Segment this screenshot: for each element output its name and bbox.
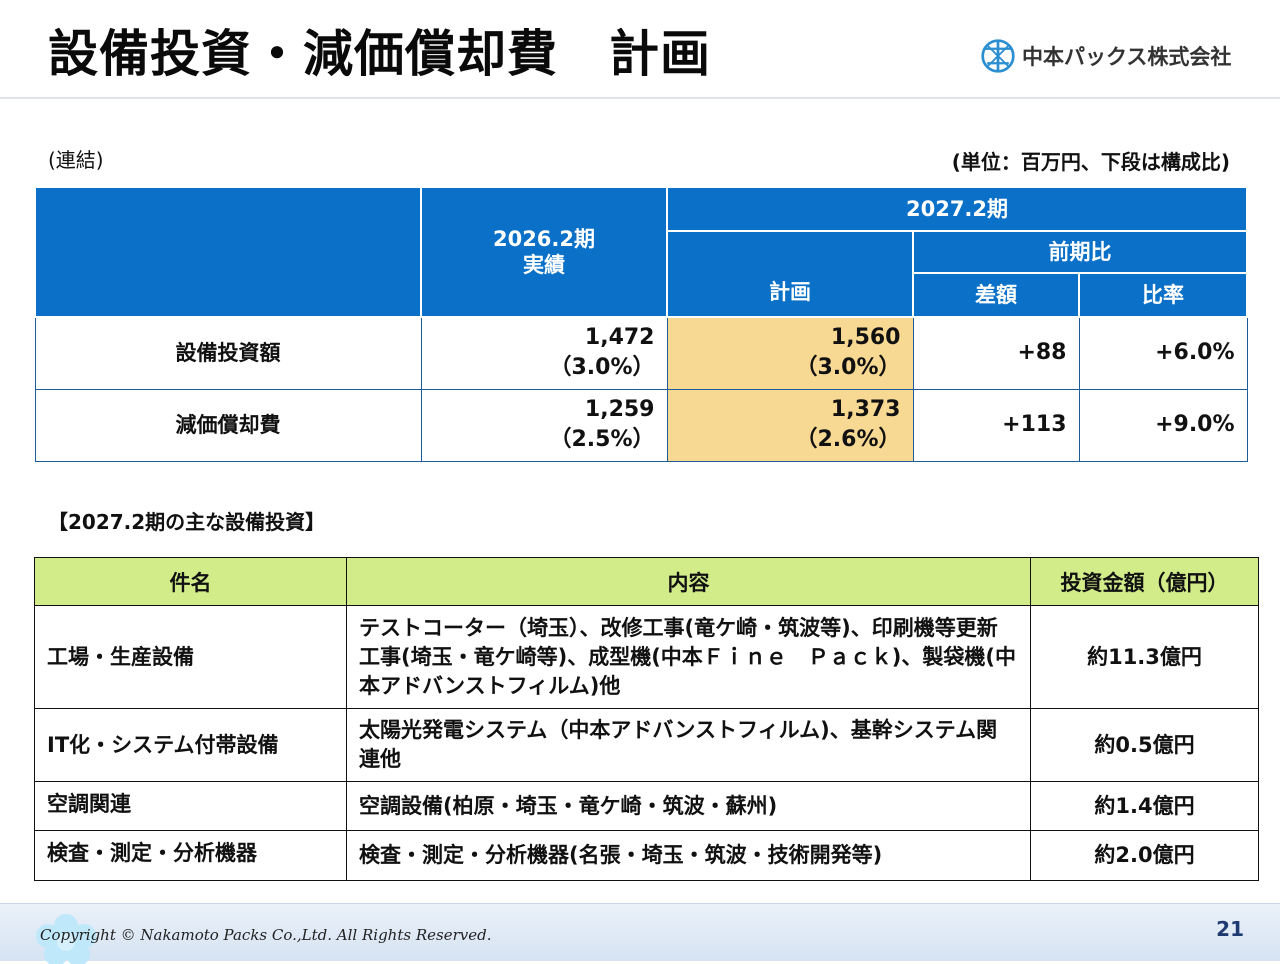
company-logo: 中本パックス株式会社 [980, 36, 1231, 76]
header-content: 内容 [346, 557, 1031, 606]
header-yoy: 前期比 [911, 230, 1249, 274]
item-amount: 約2.0億円 [1030, 830, 1259, 881]
company-logo-icon [981, 39, 1015, 73]
header-diff: 差額 [912, 272, 1080, 318]
item-amount: 約1.4億円 [1030, 781, 1259, 831]
scope-note: (連結) [48, 148, 104, 172]
plan-share: （3.0%） [795, 355, 901, 381]
row-label: 減価償却費 [34, 388, 422, 462]
capex-depreciation-table: 2026.2期 実績 2027.2期 計画 前期比 差額 比率 設備投資額 1,… [34, 186, 1249, 462]
header-blank-cell [34, 186, 422, 318]
actual-share: （3.0%） [549, 355, 655, 381]
actual-value: 1,259 [584, 397, 655, 422]
item-name: 空調関連 [34, 781, 347, 831]
item-content: 太陽光発電システム（中本アドバンストフィルム)、基幹システム関連他 [346, 708, 1031, 782]
plan-cell: 1,373 （2.6%） [666, 388, 914, 462]
table-row: 設備投資額 1,472 （3.0%） 1,560 （3.0%） +88 +6.0… [34, 316, 1248, 390]
footer: Copyright © Nakamoto Packs Co.,Ltd. All … [0, 903, 1280, 964]
header-name: 件名 [34, 557, 347, 606]
plan-value: 1,560 [830, 325, 901, 351]
row-label: 設備投資額 [34, 316, 422, 390]
actual-value: 1,472 [584, 325, 655, 351]
item-content: 空調設備(柏原・埼玉・竜ケ崎・筑波・蘇州) [346, 781, 1031, 831]
header-plan-period: 2027.2期 [665, 186, 1249, 232]
actual-share: （2.5%） [549, 427, 655, 452]
unit-note: (単位：百万円、下段は構成比) [951, 150, 1230, 174]
diff-value: +88 [912, 316, 1080, 390]
ratio-value: +9.0% [1078, 388, 1248, 462]
item-content: テストコーター（埼玉）、改修工事(竜ケ崎・筑波等)、印刷機等更新工事(埼玉・竜ケ… [346, 605, 1031, 709]
item-name: IT化・システム付帯設備 [34, 708, 347, 782]
plan-value: 1,373 [830, 397, 901, 422]
header-plan: 計画 [666, 230, 914, 318]
page-title: 設備投資・減価償却費 計画 [48, 25, 711, 83]
item-amount: 約11.3億円 [1030, 605, 1259, 709]
actual-cell: 1,472 （3.0%） [420, 316, 668, 390]
ratio-value: +6.0% [1078, 316, 1248, 390]
plan-cell: 1,560 （3.0%） [666, 316, 914, 390]
header-divider [0, 97, 1280, 99]
header-ratio: 比率 [1077, 272, 1249, 318]
header-amount: 投資金額（億円） [1030, 557, 1259, 606]
item-name: 工場・生産設備 [34, 605, 347, 709]
section-title: 【2027.2期の主な設備投資】 [48, 510, 326, 534]
table-row: 検査・測定・分析機器 検査・測定・分析機器(名張・埼玉・筑波・技術開発等) 約2… [34, 830, 1259, 881]
plan-share: （2.6%） [795, 427, 901, 452]
diff-value: +113 [912, 388, 1080, 462]
header-actual-label: 実績 [523, 253, 565, 277]
flower-decoration-icon [36, 914, 96, 964]
header-actual-period: 2026.2期 [492, 227, 596, 251]
table-row: 空調関連 空調設備(柏原・埼玉・竜ケ崎・筑波・蘇州) 約1.4億円 [34, 781, 1259, 831]
item-name: 検査・測定・分析機器 [34, 830, 347, 881]
actual-cell: 1,259 （2.5%） [420, 388, 668, 462]
company-name: 中本パックス株式会社 [1022, 45, 1232, 69]
item-amount: 約0.5億円 [1030, 708, 1259, 782]
table-row: 工場・生産設備 テストコーター（埼玉）、改修工事(竜ケ崎・筑波等)、印刷機等更新… [34, 605, 1259, 709]
item-content: 検査・測定・分析機器(名張・埼玉・筑波・技術開発等) [346, 830, 1031, 881]
major-investment-table: 件名 内容 投資金額（億円） 工場・生産設備 テストコーター（埼玉）、改修工事(… [34, 557, 1259, 881]
header-actual: 2026.2期 実績 [420, 186, 668, 318]
page-number: 21 [1216, 917, 1244, 941]
table-row: IT化・システム付帯設備 太陽光発電システム（中本アドバンストフィルム)、基幹シ… [34, 708, 1259, 782]
table-row: 減価償却費 1,259 （2.5%） 1,373 （2.6%） +113 +9.… [34, 388, 1248, 462]
copyright-text: Copyright © Nakamoto Packs Co.,Ltd. All … [40, 926, 492, 944]
